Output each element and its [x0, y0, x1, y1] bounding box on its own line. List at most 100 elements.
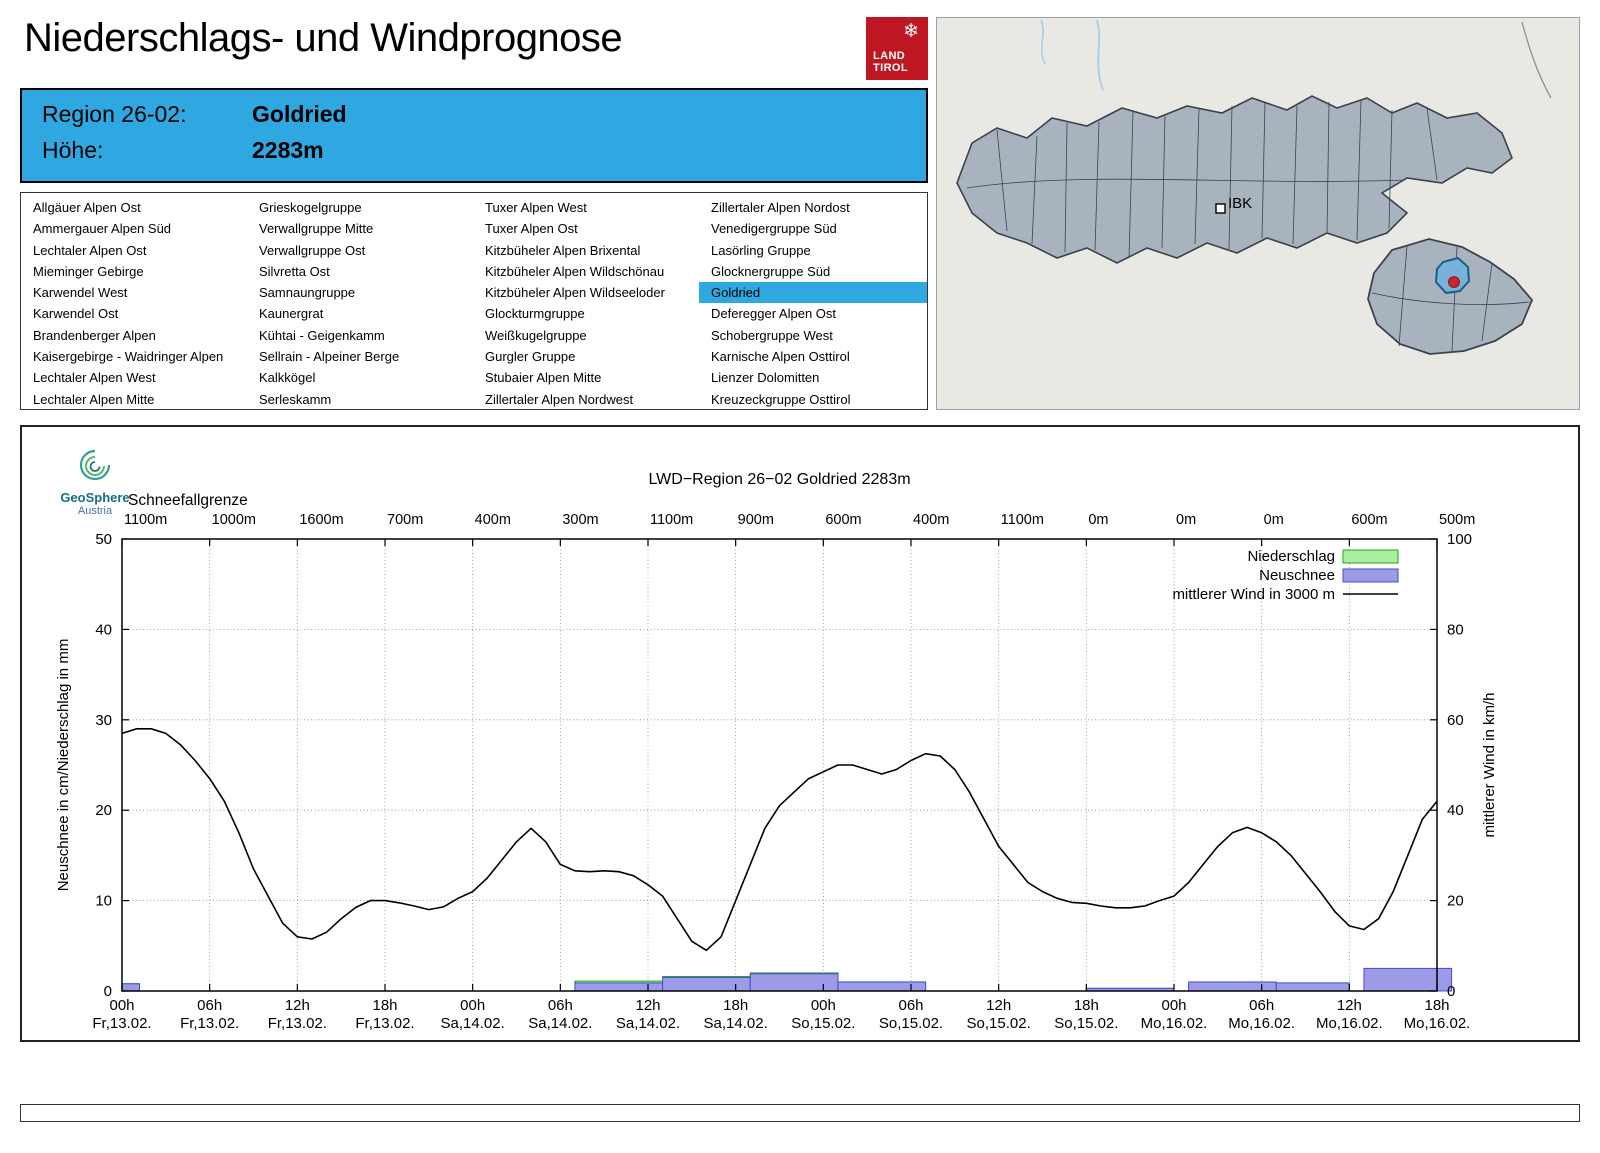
region-label: Region 26-02: — [42, 101, 187, 127]
legend-label: Neuschnee — [1259, 567, 1335, 584]
region-list-item[interactable]: Zillertaler Alpen Nordwest — [485, 391, 634, 407]
x-tick-hour-label: 00h — [811, 997, 836, 1014]
region-list-item[interactable]: Verwallgruppe Ost — [259, 242, 366, 258]
y-left-tick-label: 30 — [95, 712, 112, 729]
neuschnee-bar — [121, 983, 141, 992]
elevation-info-row: Höhe: 2283m — [42, 137, 926, 164]
region-list-item[interactable]: Kaisergebirge - Waidringer Alpen — [33, 349, 224, 365]
region-list-item[interactable]: Stubaier Alpen Mitte — [485, 370, 602, 386]
y-right-tick-label: 40 — [1447, 802, 1464, 819]
x-tick-day-label: Sa,14.02. — [528, 1015, 592, 1032]
region-list-item[interactable]: Gurgler Gruppe — [485, 349, 576, 365]
snowline-value: 0m — [1176, 512, 1196, 528]
geosphere-country: Austria — [77, 505, 113, 517]
snowline-value: 0m — [1264, 512, 1284, 528]
region-list-item[interactable]: Lechtaler Alpen Mitte — [33, 391, 155, 407]
region-list-item[interactable]: Weißkugelgruppe — [485, 327, 587, 343]
region-list-item[interactable]: Kitzbüheler Alpen Wildschönau — [485, 263, 665, 279]
x-tick-day-label: Sa,14.02. — [441, 1015, 505, 1032]
snowline-value: 1100m — [1001, 512, 1044, 528]
x-tick-day-label: Sa,14.02. — [704, 1015, 768, 1032]
region-list-item[interactable]: Karwendel Ost — [33, 306, 119, 322]
land-tirol-logo-text: LAND TIROL — [873, 50, 908, 74]
x-tick-day-label: Fr,13.02. — [92, 1015, 151, 1032]
snowline-value: 1000m — [212, 512, 256, 528]
region-column: Tuxer Alpen West Tuxer Alpen Ost Kitzbühel… — [473, 197, 699, 410]
x-tick-hour-label: 12h — [635, 997, 660, 1014]
region-list-item[interactable]: Kreuzeckgruppe Osttirol — [711, 391, 851, 407]
region-list-item[interactable]: Lechtaler Alpen West — [33, 370, 156, 386]
region-list-item[interactable]: Tuxer Alpen West — [485, 200, 587, 215]
neuschnee-bar — [1363, 967, 1453, 992]
y-right-tick-label: 100 — [1447, 531, 1472, 548]
y-left-tick-label: 40 — [95, 621, 112, 638]
snowline-value: 400m — [913, 512, 949, 528]
region-list-item[interactable]: Lechtaler Alpen Ost — [33, 242, 147, 258]
x-tick-day-label: Fr,13.02. — [180, 1015, 239, 1032]
region-list-item[interactable]: Deferegger Alpen Ost — [711, 306, 837, 322]
region-list-item[interactable]: Sellrain - Alpeiner Berge — [259, 349, 400, 365]
river-line — [1096, 19, 1104, 91]
region-list-item[interactable]: Allgäuer Alpen Ost — [33, 200, 141, 215]
x-tick-day-label: Mo,16.02. — [1316, 1015, 1383, 1032]
x-tick-day-label: Fr,13.02. — [268, 1015, 327, 1032]
x-tick-day-label: Mo,16.02. — [1404, 1015, 1471, 1032]
snowline-value: 1100m — [124, 512, 167, 528]
x-tick-day-label: Sa,14.02. — [616, 1015, 680, 1032]
region-list-item[interactable]: Kaunergrat — [259, 306, 324, 322]
region-list-item[interactable]: Lienzer Dolomitten — [711, 370, 820, 386]
x-tick-day-label: So,15.02. — [879, 1015, 943, 1032]
y-left-tick-label: 20 — [95, 802, 112, 819]
region-list-item[interactable]: Lasörling Gruppe — [711, 242, 811, 258]
tirol-region-map[interactable]: IBK — [936, 17, 1580, 410]
elevation-value: 2283m — [252, 137, 324, 163]
region-list-item[interactable]: Tuxer Alpen Ost — [485, 221, 578, 237]
footer-box — [20, 1104, 1580, 1122]
region-list-item[interactable]: Glockturmgruppe — [485, 306, 585, 322]
geosphere-name: GeoSphere — [60, 490, 130, 505]
geosphere-logo: GeoSphere Austria — [50, 443, 140, 517]
y-left-tick-label: 10 — [95, 893, 112, 910]
region-list-item[interactable]: Grieskogelgruppe — [259, 200, 362, 215]
x-tick-day-label: Fr,13.02. — [355, 1015, 414, 1032]
region-list-item[interactable]: Karnische Alpen Osttirol — [711, 349, 850, 365]
goldried-region-highlight[interactable] — [1434, 256, 1471, 295]
region-list-item[interactable]: Zillertaler Alpen Nordost — [711, 200, 850, 215]
x-tick-hour-label: 12h — [986, 997, 1011, 1014]
region-list-item[interactable]: Kühtai - Geigenkamm — [259, 327, 385, 343]
snowline-value: 900m — [738, 512, 774, 528]
region-info-row: Region 26-02: Goldried — [42, 101, 926, 128]
land-tirol-logo: ❄ LAND TIROL — [866, 17, 928, 80]
region-list-item[interactable]: Samnaungruppe — [259, 285, 356, 301]
region-list-item[interactable]: Kitzbüheler Alpen Wildseeloder — [485, 285, 665, 301]
snowline-heading: Schneefallgrenze — [128, 492, 248, 509]
region-value: Goldried — [252, 101, 347, 127]
region-borders — [966, 99, 1438, 259]
x-tick-day-label: Mo,16.02. — [1141, 1015, 1208, 1032]
region-list-item[interactable]: Mieminger Gebirge — [33, 263, 144, 279]
region-list-item[interactable]: Silvretta Ost — [259, 263, 330, 279]
y-right-axis-title: mittlerer Wind in km/h — [1481, 692, 1498, 837]
region-list-item[interactable]: Schobergruppe West — [711, 327, 833, 343]
region-column: Allgäuer Alpen Ost Ammergauer Alpen Süd Le… — [21, 197, 247, 410]
region-list-item[interactable]: Glocknergruppe Süd — [711, 263, 831, 279]
region-list-item[interactable]: Kitzbüheler Alpen Brixental — [485, 242, 641, 258]
legend-label: mittlerer Wind in 3000 m — [1172, 586, 1335, 603]
snowline-value: 500m — [1439, 512, 1475, 528]
region-list-item[interactable]: Brandenberger Alpen — [33, 327, 156, 343]
x-tick-hour-label: 18h — [1424, 997, 1449, 1014]
snowline-value: 400m — [475, 512, 511, 528]
x-tick-day-label: So,15.02. — [791, 1015, 855, 1032]
y-left-tick-label: 50 — [95, 531, 112, 548]
x-tick-hour-label: 18h — [372, 997, 397, 1014]
region-list-item[interactable]: Verwallgruppe Mitte — [259, 221, 374, 237]
region-list-item[interactable]: Kalkkögel — [259, 370, 316, 386]
region-list-item[interactable]: Serleskamm — [259, 391, 332, 407]
neuschnee-bar — [574, 982, 664, 992]
region-list-item[interactable]: Venedigergruppe Süd — [711, 221, 837, 237]
goldried-marker-dot — [1448, 276, 1460, 288]
region-list-item[interactable]: Karwendel West — [33, 285, 128, 301]
region-list-item-selected[interactable]: Goldried — [699, 282, 927, 304]
region-list-item[interactable]: Ammergauer Alpen Süd — [33, 221, 172, 237]
